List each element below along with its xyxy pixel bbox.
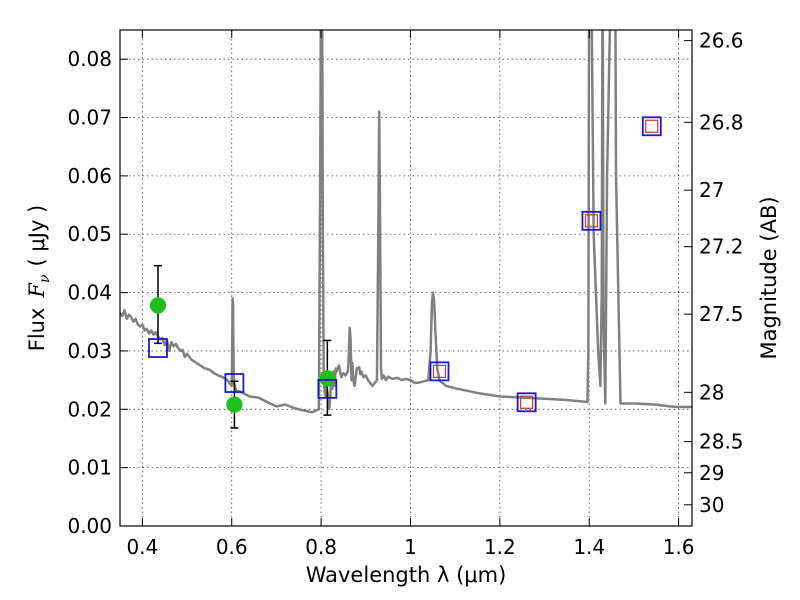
model-band-marker [641,116,662,137]
model-band-marker [581,210,602,231]
y2-tick-label: 29 [699,461,724,485]
model-band-marker [148,338,168,358]
x-tick-label: 1 [404,535,417,559]
y-tick-label: 0.00 [67,514,112,538]
y-axis-label-units: ( μJy ) [25,205,49,267]
plot-area [120,30,692,429]
model-band-marker [317,378,338,399]
y2-tick-label: 27.2 [699,235,744,259]
observed-point [149,297,167,314]
y-axis-label-subscript: ν [37,274,53,283]
x-tick-label: 0.4 [126,535,158,559]
model-band-marker [224,373,245,393]
y-tick-label: 0.01 [67,456,112,480]
observed-point [226,396,243,413]
x-tick-label: 1.4 [573,535,605,559]
y2-tick-label: 27.5 [699,302,744,326]
model-photometry-markers [148,116,662,413]
y-tick-label: 0.07 [67,106,112,130]
y2-tick-label: 27 [699,178,724,202]
y-tick-label: 0.02 [67,397,112,421]
model-band-marker [516,392,537,413]
y-tick-label: 0.03 [67,339,112,363]
y2-tick-label: 28.5 [699,430,744,454]
y2-tick-label: 28 [699,380,724,404]
model-spectrum-line [120,30,692,414]
y2-tick-label: 26.6 [699,29,744,53]
y-axis-label-symbol: F [25,282,49,299]
y2-tick-label: 30 [699,493,724,517]
model-band-marker [429,361,450,382]
y2-ticks: 26.6 26.8 27 27.2 27.5 28 28.5 29 30 [684,29,744,517]
y-tick-label: 0.05 [67,222,112,246]
x-tick-label: 0.6 [216,535,248,559]
observed-points [149,297,336,413]
x-tick-label: 1.2 [484,535,516,559]
x-tick-label: 0.8 [305,535,337,559]
y-tick-label: 0.08 [67,47,112,71]
y-tick-label: 0.06 [67,164,112,188]
model-band-inner-marker [645,119,659,133]
y-ticks: 0.00 0.01 0.02 0.03 0.04 0.05 0.06 0.07 0.08 [67,47,128,538]
y2-axis-label: Magnitude (AB) [757,196,781,359]
y-axis-label: Flux Fν ( μJy ) [25,205,53,351]
model-band-inner-marker [584,214,599,228]
y-axis-label-text: Flux [25,308,49,352]
x-tick-label: 1.6 [663,535,695,559]
x-ticks: 0.4 0.6 0.8 1 1.2 1.4 1.6 [126,30,695,559]
plot-frame [119,29,693,527]
x-axis-label: Wavelength λ (μm) [306,563,507,587]
y2-tick-label: 26.8 [699,110,744,134]
model-band-inner-marker [520,395,534,409]
model-band-inner-marker [432,364,447,378]
y-tick-label: 0.04 [67,281,112,305]
observed-point [319,370,336,387]
